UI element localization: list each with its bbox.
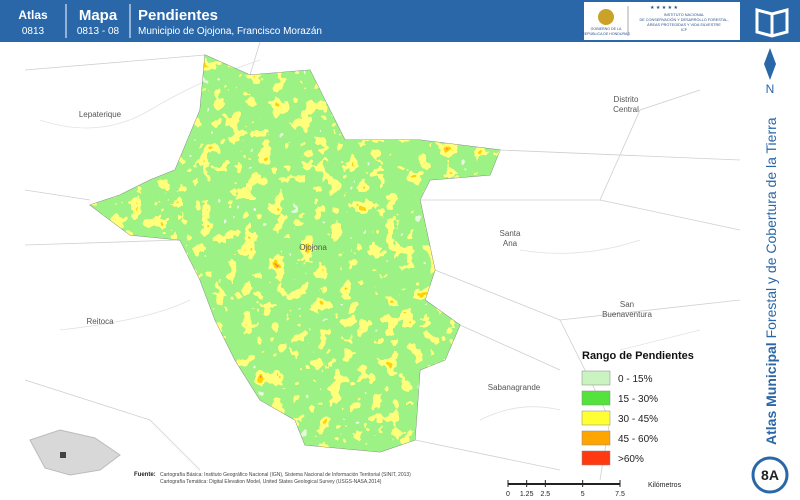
place-label: Lepaterique <box>79 110 122 119</box>
logo-stars: ★ ★ ★ ★ ★ <box>650 5 678 11</box>
slope-raster <box>90 55 500 452</box>
source-line: Cartografía Temática: Digital Elevation … <box>160 479 382 485</box>
legend-label: 45 - 60% <box>618 434 658 445</box>
logo-emblem <box>598 9 614 25</box>
place-label: Reitoca <box>86 317 114 326</box>
place-label: Ojojona <box>299 243 327 252</box>
scale-bar: 0 1.25 2.5 5 7.5 Kilómetros <box>506 480 682 498</box>
logo-text: GOBIERNO DE LA <box>591 27 622 31</box>
source-texts: Cartografía Básica: Instituto Geográfico… <box>160 472 411 485</box>
scale-label: 0 <box>506 491 510 498</box>
legend-label: 15 - 30% <box>618 394 658 405</box>
scale-label: 5 <box>581 491 585 498</box>
place-label: Buenaventura <box>602 310 652 319</box>
legend-swatch <box>581 390 611 406</box>
logo-text: DE CONSERVACIÓN Y DESARROLLO FORESTAL, <box>639 17 728 22</box>
source-label: Fuente: <box>134 472 156 478</box>
inset-location <box>60 452 66 458</box>
map-code: 0813 - 08 <box>77 26 120 37</box>
scale-label: 2.5 <box>540 491 550 498</box>
place-label: Ana <box>503 239 518 248</box>
legend-swatch <box>581 430 611 446</box>
scale-label: 1.25 <box>520 491 534 498</box>
inset-map <box>29 429 121 476</box>
sidebar-title: Atlas Municipal Forestal y de Cobertura … <box>763 117 779 445</box>
boundaries <box>24 41 741 481</box>
map-label: Mapa <box>79 7 118 24</box>
legend-swatch <box>581 370 611 386</box>
badge-label: 8A <box>761 467 779 483</box>
place-label: Central <box>613 105 639 114</box>
badge <box>751 456 789 494</box>
place-label: Sabanagrande <box>488 383 541 392</box>
logo-text: ÁREAS PROTEGIDAS Y VIDA SILVESTRE <box>647 23 721 27</box>
scale-unit: Kilómetros <box>648 482 682 489</box>
sidebar-title-rest: Forestal y de Cobertura de la Tierra <box>763 117 779 342</box>
legend-label: 0 - 15% <box>618 374 653 385</box>
sidebar-title-bold: Atlas Municipal <box>763 342 779 445</box>
map-title: Pendientes <box>138 7 218 24</box>
source-line: Cartografía Básica: Instituto Geográfico… <box>160 472 411 478</box>
legend-title: Rango de Pendientes <box>582 350 694 362</box>
map-subtitle: Municipio de Ojojona, Francisco Morazán <box>138 26 322 37</box>
logo-text: REPÚBLICA DE HONDURAS <box>582 31 630 36</box>
legend-label: >60% <box>618 454 644 465</box>
north-label: N <box>766 82 775 96</box>
legend-label: 30 - 45% <box>618 414 658 425</box>
legend: 0 - 15% 15 - 30% 30 - 45% 45 - 60% >60% <box>581 370 658 466</box>
scale-label: 7.5 <box>615 491 625 498</box>
atlas-code: 0813 <box>22 26 45 37</box>
north-arrow <box>764 48 776 80</box>
place-label: Distrito <box>614 95 639 104</box>
book-icon <box>755 8 789 38</box>
atlas-label: Atlas <box>18 8 48 22</box>
legend-swatch <box>581 450 611 466</box>
legend-swatch <box>581 410 611 426</box>
logo-text: INSTITUTO NACIONAL <box>664 13 704 17</box>
logo-text: ICF <box>681 28 688 32</box>
place-label: San <box>620 300 634 309</box>
place-label: Santa <box>500 229 521 238</box>
